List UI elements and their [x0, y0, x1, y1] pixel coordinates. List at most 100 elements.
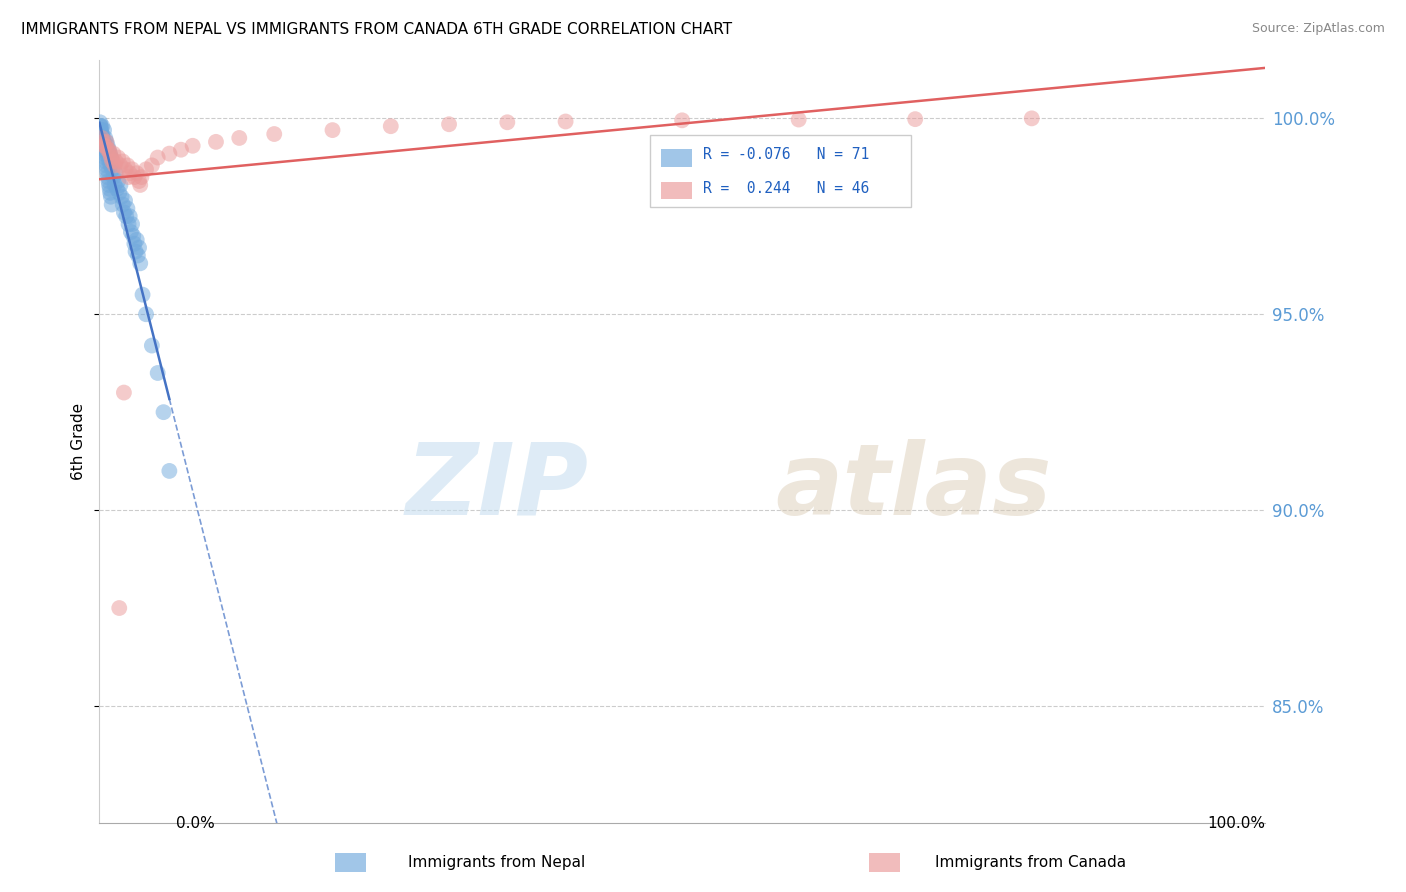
Point	[157, 464, 180, 478]
Point	[91, 119, 114, 133]
Point	[127, 248, 149, 262]
Point	[97, 143, 120, 157]
Text: ZIP: ZIP	[406, 439, 589, 536]
Point	[91, 131, 114, 145]
Point	[93, 143, 115, 157]
Point	[97, 170, 120, 185]
Point	[121, 162, 143, 177]
Point	[129, 178, 152, 192]
Point	[97, 138, 120, 153]
Point	[152, 405, 174, 419]
Point	[1021, 112, 1043, 126]
Point	[146, 151, 169, 165]
Point	[93, 135, 115, 149]
Point	[129, 256, 152, 270]
Point	[100, 158, 122, 172]
Point	[94, 138, 117, 153]
Point	[111, 197, 134, 211]
Point	[120, 225, 142, 239]
Point	[135, 307, 157, 321]
Point	[135, 162, 157, 177]
Point	[98, 146, 121, 161]
Point	[90, 119, 112, 133]
Text: Immigrants from Nepal: Immigrants from Nepal	[408, 855, 585, 870]
Point	[117, 202, 139, 216]
Point	[496, 115, 519, 129]
Point	[146, 366, 169, 380]
Point	[112, 205, 135, 219]
Point	[98, 186, 121, 200]
Point	[97, 174, 120, 188]
Point	[263, 127, 285, 141]
Point	[124, 244, 146, 259]
Point	[117, 158, 139, 172]
Text: atlas: atlas	[775, 439, 1052, 536]
Point	[93, 123, 115, 137]
Point	[125, 166, 148, 180]
Point	[103, 158, 125, 172]
Point	[170, 143, 193, 157]
Point	[98, 146, 121, 161]
Point	[110, 158, 132, 172]
Point	[554, 114, 576, 128]
Point	[97, 143, 120, 157]
Point	[115, 209, 138, 223]
Point	[91, 135, 114, 149]
Point	[118, 166, 141, 180]
Point	[97, 151, 120, 165]
Point	[124, 170, 146, 185]
Text: 100.0%: 100.0%	[1208, 816, 1265, 831]
Point	[110, 190, 132, 204]
Point	[90, 119, 112, 133]
Point	[105, 182, 128, 196]
Point	[103, 178, 125, 192]
Point	[108, 601, 131, 615]
Point	[101, 154, 124, 169]
Point	[122, 228, 145, 243]
Point	[96, 135, 118, 149]
Point	[103, 146, 125, 161]
Point	[111, 154, 134, 169]
Point	[107, 174, 129, 188]
Point	[128, 174, 150, 188]
Point	[787, 112, 810, 127]
Text: IMMIGRANTS FROM NEPAL VS IMMIGRANTS FROM CANADA 6TH GRADE CORRELATION CHART: IMMIGRANTS FROM NEPAL VS IMMIGRANTS FROM…	[21, 22, 733, 37]
Point	[98, 178, 121, 192]
Point	[94, 143, 117, 157]
Point	[94, 131, 117, 145]
Point	[104, 154, 127, 169]
Point	[131, 287, 153, 301]
Point	[93, 138, 115, 153]
Point	[121, 217, 143, 231]
Text: 0.0%: 0.0%	[176, 816, 215, 831]
Point	[90, 127, 112, 141]
Point	[117, 217, 139, 231]
Point	[112, 385, 135, 400]
Point	[93, 138, 115, 153]
Point	[104, 166, 127, 180]
Point	[96, 146, 118, 161]
Point	[101, 162, 124, 177]
Point	[157, 146, 180, 161]
Point	[110, 178, 132, 192]
Point	[91, 135, 114, 149]
Point	[100, 151, 122, 165]
Point	[90, 127, 112, 141]
Text: Source: ZipAtlas.com: Source: ZipAtlas.com	[1251, 22, 1385, 36]
Point	[114, 194, 136, 208]
Point	[114, 162, 136, 177]
Point	[96, 166, 118, 180]
Point	[90, 131, 112, 145]
Point	[97, 143, 120, 157]
Point	[100, 151, 122, 165]
Point	[98, 182, 121, 196]
Point	[91, 138, 114, 153]
Point	[90, 123, 112, 137]
Point	[904, 112, 927, 127]
Point	[117, 170, 139, 185]
Text: R =  0.244   N = 46: R = 0.244 N = 46	[703, 181, 869, 196]
Point	[107, 151, 129, 165]
Point	[96, 158, 118, 172]
Point	[125, 233, 148, 247]
Text: Immigrants from Canada: Immigrants from Canada	[935, 855, 1126, 870]
